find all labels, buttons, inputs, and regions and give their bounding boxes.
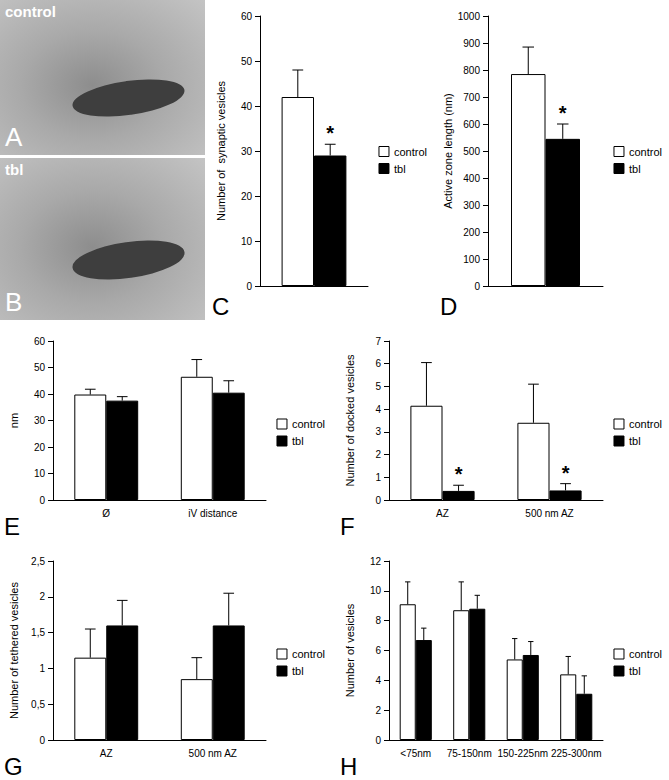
svg-text:0: 0 [39, 735, 45, 746]
svg-text:200: 200 [463, 227, 480, 238]
svg-text:tbl: tbl [394, 163, 406, 175]
svg-text:tbl: tbl [629, 163, 641, 175]
svg-text:control: control [292, 418, 325, 430]
svg-text:2: 2 [39, 591, 45, 602]
svg-text:Ø: Ø [102, 508, 110, 519]
svg-text:1,5: 1,5 [31, 627, 45, 638]
svg-text:400: 400 [463, 173, 480, 184]
svg-text:4: 4 [375, 675, 381, 686]
svg-text:Number of synaptic vesicles: Number of synaptic vesicles [215, 81, 227, 221]
svg-text:E: E [4, 513, 20, 540]
html-text:B: B [5, 287, 23, 317]
svg-text:*: * [326, 122, 334, 144]
svg-text:tbl: tbl [292, 665, 304, 677]
svg-text:F: F [340, 513, 355, 540]
svg-text:600: 600 [463, 119, 480, 130]
svg-text:500 nm AZ: 500 nm AZ [189, 748, 237, 759]
svg-text:300: 300 [463, 200, 480, 211]
svg-text:AZ: AZ [436, 508, 449, 519]
svg-text:40: 40 [241, 101, 253, 112]
svg-text:control: control [394, 146, 427, 158]
svg-text:1: 1 [375, 472, 381, 483]
svg-text:G: G [4, 753, 23, 780]
svg-text:20: 20 [34, 442, 46, 453]
svg-text:8: 8 [375, 615, 381, 626]
svg-text:2: 2 [375, 705, 381, 716]
svg-text:H: H [340, 753, 357, 780]
svg-text:control: control [629, 648, 662, 660]
svg-text:10: 10 [241, 236, 253, 247]
svg-text:500 nm AZ: 500 nm AZ [525, 508, 573, 519]
svg-text:nm: nm [8, 413, 20, 428]
svg-text:0: 0 [246, 281, 252, 292]
svg-text:4: 4 [375, 404, 381, 415]
svg-text:12: 12 [370, 556, 382, 567]
svg-text:D: D [440, 293, 457, 320]
svg-text:7: 7 [375, 336, 381, 347]
svg-text:Number of vesicles: Number of vesicles [344, 603, 356, 697]
svg-text:1000: 1000 [458, 11, 481, 22]
svg-text:50: 50 [241, 56, 253, 67]
svg-text:1: 1 [39, 663, 45, 674]
svg-text:150-225nm: 150-225nm [497, 748, 548, 759]
svg-text:tbl: tbl [629, 435, 641, 447]
svg-text:50: 50 [34, 362, 46, 373]
svg-text:60: 60 [241, 11, 253, 22]
svg-text:0: 0 [39, 495, 45, 506]
svg-text:700: 700 [463, 92, 480, 103]
svg-text:Number of docked vesicles: Number of docked vesicles [344, 354, 356, 487]
svg-text:20: 20 [241, 191, 253, 202]
svg-text:75-150nm: 75-150nm [447, 748, 492, 759]
svg-text:0: 0 [474, 281, 480, 292]
svg-text:30: 30 [241, 146, 253, 157]
svg-text:0,5: 0,5 [31, 699, 45, 710]
svg-text:tbl: tbl [629, 665, 641, 677]
svg-text:225-300nm: 225-300nm [551, 748, 602, 759]
svg-text:*: * [562, 462, 570, 484]
svg-text:10: 10 [34, 468, 46, 479]
svg-text:control: control [292, 648, 325, 660]
svg-text:100: 100 [463, 254, 480, 265]
svg-text:Number of tethered vesicles: Number of tethered vesicles [8, 582, 20, 719]
svg-text:800: 800 [463, 65, 480, 76]
svg-text:iV distance: iV distance [188, 508, 237, 519]
svg-text:40: 40 [34, 389, 46, 400]
svg-text:5: 5 [375, 381, 381, 392]
svg-text:control: control [629, 418, 662, 430]
html-text:A: A [5, 122, 23, 152]
svg-text:2,5: 2,5 [31, 556, 45, 567]
svg-text:900: 900 [463, 38, 480, 49]
svg-text:C: C [212, 293, 229, 320]
svg-text:*: * [559, 102, 567, 124]
html-text:tbl: tbl [5, 161, 24, 178]
svg-text:tbl: tbl [292, 435, 304, 447]
svg-text:30: 30 [34, 415, 46, 426]
svg-text:*: * [455, 463, 463, 485]
svg-text:60: 60 [34, 336, 46, 347]
svg-text:control: control [629, 146, 662, 158]
svg-text:500: 500 [463, 146, 480, 157]
svg-text:AZ: AZ [100, 748, 113, 759]
svg-text:3: 3 [375, 426, 381, 437]
svg-text:<75nm: <75nm [400, 748, 431, 759]
html-text:control: control [5, 3, 56, 20]
svg-text:Active zone length (nm): Active zone length (nm) [442, 93, 454, 209]
svg-text:0: 0 [375, 735, 381, 746]
svg-text:0: 0 [375, 495, 381, 506]
svg-text:6: 6 [375, 358, 381, 369]
svg-text:10: 10 [370, 585, 382, 596]
svg-text:2: 2 [375, 449, 381, 460]
svg-text:6: 6 [375, 645, 381, 656]
